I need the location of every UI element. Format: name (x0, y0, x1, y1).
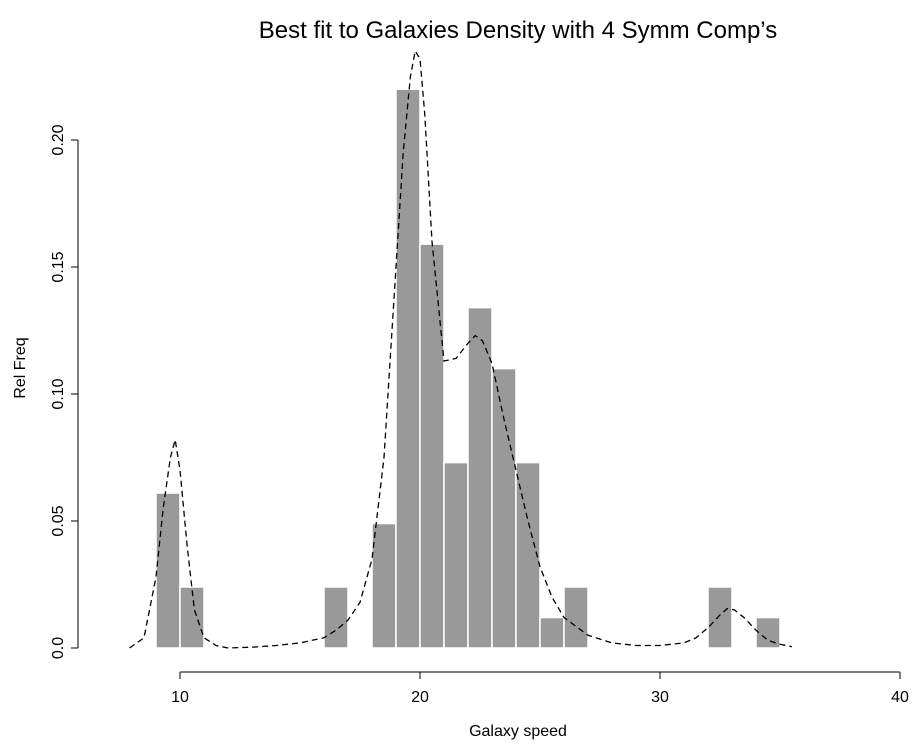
y-tick-label: 0.15 (50, 251, 67, 282)
x-axis-ticks: 10 20 30 40 (171, 672, 909, 706)
histogram-bar (515, 461, 541, 649)
histogram-bar (371, 522, 397, 649)
chart-title: Best fit to Galaxies Density with 4 Symm… (259, 17, 777, 44)
histogram-bar (419, 243, 445, 649)
histogram-bar (323, 586, 349, 649)
y-tick-label: 0.05 (50, 505, 67, 536)
histogram-bar (491, 367, 517, 649)
y-tick-label: 0.10 (50, 378, 67, 409)
x-axis-label: Galaxy speed (469, 723, 567, 740)
y-tick-label: 0.20 (50, 124, 67, 155)
histogram-bar (395, 88, 421, 649)
histogram-bar (755, 616, 781, 649)
histogram-bar (539, 616, 565, 649)
x-tick-label: 20 (411, 689, 429, 706)
histogram-bar (563, 586, 589, 649)
density-curve (129, 49, 793, 649)
x-tick-label: 40 (891, 689, 909, 706)
x-tick-label: 30 (651, 689, 669, 706)
histogram-bar (707, 586, 733, 649)
histogram-bar (179, 586, 205, 649)
histogram-bar (443, 461, 469, 649)
histogram-bars (155, 88, 781, 649)
y-axis-label: Rel Freq (12, 337, 29, 398)
histogram-bar (155, 492, 181, 649)
y-tick-label: 0.0 (50, 637, 67, 659)
histogram-bar (467, 306, 493, 649)
x-tick-label: 10 (171, 689, 189, 706)
y-axis-ticks: 0.0 0.05 0.10 0.15 0.20 (50, 124, 78, 659)
